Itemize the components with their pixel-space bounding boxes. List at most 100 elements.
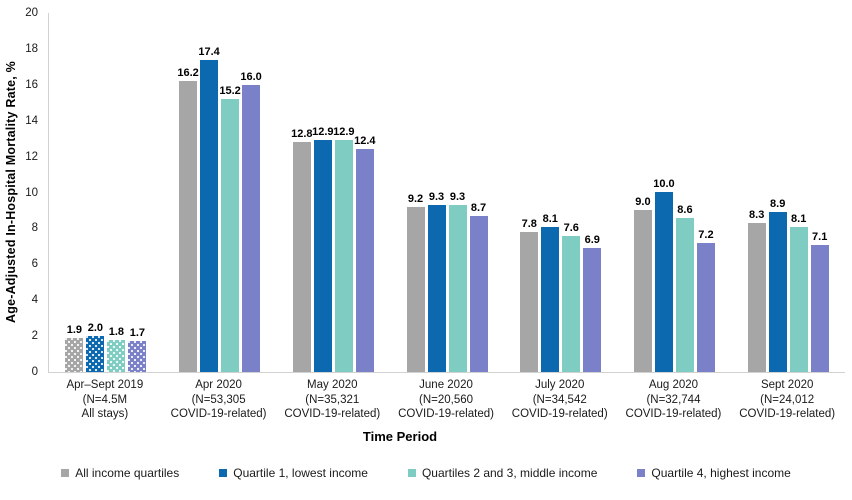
- legend-swatch-icon: [219, 469, 228, 477]
- legend-label: Quartiles 2 and 3, middle income: [421, 466, 598, 480]
- bar-column: 1.8: [106, 326, 127, 372]
- bar: [675, 218, 694, 372]
- bar-column: 17.4: [198, 46, 220, 372]
- bar-value-label: 8.7: [470, 202, 487, 214]
- y-tick-label: 4: [31, 294, 38, 307]
- bar-column: 7.8: [519, 218, 540, 372]
- x-category-label: June 2020 (N=20,560 COVID-19-related): [398, 379, 494, 420]
- bar-column: 9.2: [405, 193, 426, 372]
- bar-column: 8.9: [767, 198, 788, 372]
- legend-item: Quartile 4, highest income: [637, 466, 791, 480]
- bar-value-label: 15.2: [219, 85, 241, 97]
- legend-label: Quartile 1, lowest income: [233, 466, 368, 480]
- bar-value-label: 16.2: [177, 67, 199, 79]
- bar-value-label: 8.1: [791, 213, 807, 225]
- bar-value-label: 12.8: [291, 128, 313, 140]
- x-category-labels: Apr–Sept 2019 (N=4.5M All stays) Apr 2020…: [48, 378, 844, 422]
- bar-column: 8.6: [674, 204, 695, 372]
- legend-label: Quartile 4, highest income: [651, 466, 791, 480]
- bar: [448, 205, 467, 372]
- x-category-label: Apr 2020 (N=53,305 COVID-19-related): [170, 379, 267, 420]
- x-axis-title: Time Period: [362, 429, 438, 444]
- bar: [406, 207, 425, 372]
- y-tick-label: 20: [25, 7, 38, 19]
- bar-column: 8.1: [540, 213, 561, 372]
- bar-value-label: 1.8: [108, 326, 124, 338]
- bar-value-label: 9.2: [407, 193, 424, 205]
- bar: [313, 140, 332, 372]
- plot-area: 1.9 2.0 1.8 1.7 16.2 17.4 15.2 16.0 12.8 12.9 12.9…: [48, 13, 845, 373]
- bar-group: 16.2 17.4 15.2 16.0: [163, 13, 277, 372]
- bar: [355, 149, 374, 372]
- y-tick-label: 16: [25, 78, 38, 91]
- legend-label: All income quartiles: [75, 466, 180, 480]
- bar: [520, 232, 539, 372]
- y-tick-label: 8: [31, 222, 38, 235]
- bar-value-label: 2.0: [87, 322, 103, 334]
- bar-column: 12.9: [333, 126, 355, 372]
- legend-swatch-icon: [637, 469, 646, 477]
- bar-value-label: 1.9: [66, 324, 82, 336]
- x-category-label: Aug 2020 (N=32,744 COVID-19-related): [625, 379, 722, 420]
- bar-group: 12.8 12.9 12.9 12.4: [276, 13, 390, 372]
- bar-value-label: 8.6: [677, 204, 693, 216]
- legend: All income quartiles Quartile 1, lowest i…: [0, 466, 852, 480]
- x-category-label: May 2020 (N=35,321 COVID-19-related): [284, 379, 381, 420]
- legend-swatch-icon: [61, 469, 70, 477]
- bar-column: 7.1: [809, 231, 830, 372]
- legend-item: Quartiles 2 and 3, middle income: [407, 466, 598, 480]
- bar-column: 1.7: [127, 327, 148, 372]
- bar-value-label: 10.0: [653, 178, 675, 190]
- bar-column: 8.7: [468, 202, 489, 372]
- legend-item: Quartile 1, lowest income: [219, 466, 368, 480]
- y-tick-label: 0: [31, 366, 38, 378]
- bar-column: 6.9: [582, 234, 603, 372]
- bar-value-label: 6.9: [584, 234, 600, 246]
- bar-value-label: 7.2: [698, 229, 714, 241]
- bar: [789, 227, 808, 372]
- y-axis-ticks: 0 2 4 6 8 10 12 14 16 18 20: [0, 7, 44, 378]
- bar: [107, 340, 126, 372]
- bar: [179, 81, 198, 372]
- bar-value-label: 8.3: [749, 209, 765, 221]
- bar-column: 7.6: [561, 222, 582, 372]
- bar-column: 10.0: [653, 178, 675, 372]
- bar-value-label: 17.4: [198, 46, 220, 58]
- bar-group: 9.0 10.0 8.6 7.2: [618, 13, 732, 372]
- bar-value-label: 7.6: [563, 222, 579, 234]
- bar: [633, 210, 652, 372]
- bar: [242, 85, 261, 372]
- bar: [200, 60, 219, 372]
- y-tick-label: 14: [25, 114, 38, 127]
- bar-column: 9.3: [447, 191, 468, 372]
- y-tick-label: 6: [31, 258, 38, 271]
- bar-value-label: 12.9: [333, 126, 355, 138]
- bar-column: 1.9: [64, 324, 85, 372]
- bar-column: 12.8: [291, 128, 313, 372]
- bar-column: 7.2: [695, 229, 716, 372]
- bar-value-label: 9.0: [635, 196, 651, 208]
- bar-value-label: 7.1: [812, 231, 828, 243]
- bar: [334, 140, 353, 372]
- bar-column: 9.0: [632, 196, 653, 372]
- bar: [583, 248, 602, 372]
- bar-value-label: 8.9: [770, 198, 786, 210]
- bar-column: 15.2: [219, 85, 241, 372]
- x-category-label: July 2020 (N=34,542 COVID-19-related): [511, 379, 608, 420]
- bar-group: 7.8 8.1 7.6 6.9: [504, 13, 618, 372]
- bar-value-label: 9.3: [449, 191, 466, 203]
- bar: [221, 99, 240, 372]
- bar-column: 12.9: [312, 126, 334, 372]
- bar: [292, 142, 311, 372]
- bar: [562, 236, 581, 372]
- bar: [86, 336, 105, 372]
- bar-column: 2.0: [85, 322, 106, 372]
- bar-value-label: 12.9: [312, 126, 334, 138]
- bar: [810, 245, 829, 372]
- bar: [469, 216, 488, 372]
- x-category-label: Apr–Sept 2019 (N=4.5M All stays): [66, 379, 144, 420]
- y-tick-label: 12: [25, 150, 38, 163]
- bar-column: 8.1: [788, 213, 809, 372]
- bar-column: 8.3: [746, 209, 767, 372]
